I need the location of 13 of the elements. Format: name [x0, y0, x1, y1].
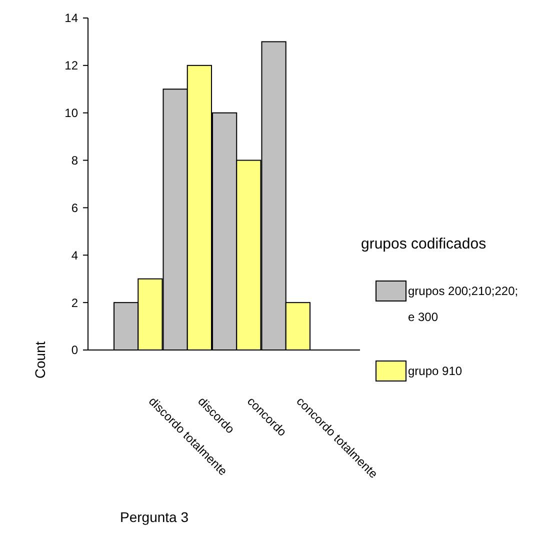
- y-tick-label: 8: [71, 153, 78, 168]
- y-tick-label: 14: [64, 11, 78, 26]
- y-tick-label: 12: [64, 58, 78, 73]
- y-tick-label: 6: [71, 200, 78, 215]
- y-axis-title: Count: [32, 341, 48, 379]
- y-tick-label: 2: [71, 296, 78, 310]
- y-tick-label: 0: [71, 343, 78, 358]
- x-axis-title: Pergunta 3: [120, 509, 189, 525]
- legend-label: grupo 910: [408, 364, 462, 378]
- legend-label: grupos 200;210;220; e 300: [408, 284, 518, 324]
- y-tick-label: 4: [71, 248, 78, 262]
- y-tick-label: 10: [64, 106, 78, 120]
- legend-title: grupos codificados: [361, 235, 486, 252]
